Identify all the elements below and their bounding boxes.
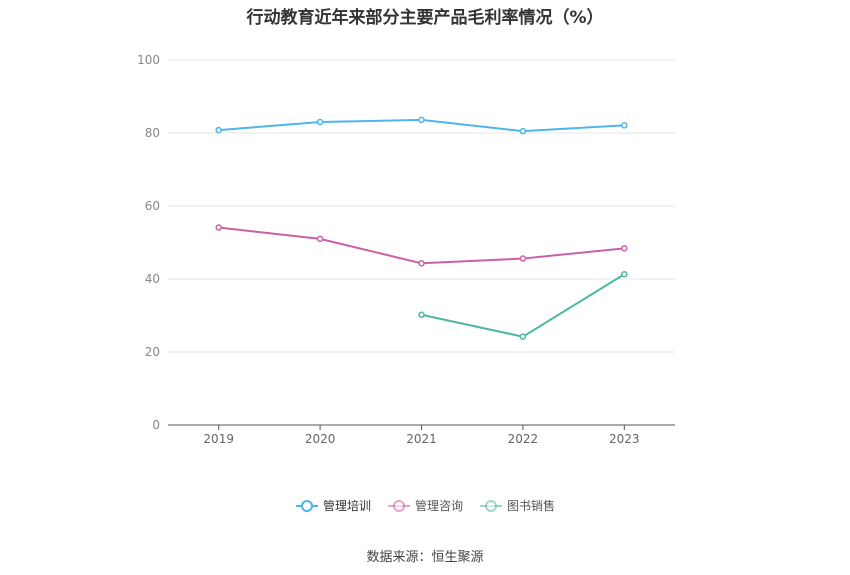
y-tick-label: 60 [145, 199, 160, 213]
data-point [316, 118, 324, 126]
x-tick-label: 2019 [203, 432, 234, 446]
legend-label: 管理培训 [322, 499, 371, 513]
legend-item[interactable]: 管理培训 [295, 497, 371, 514]
legend-marker-icon [387, 499, 410, 512]
data-point [621, 245, 628, 252]
data-point [418, 311, 425, 319]
data-point [418, 260, 425, 267]
data-point [215, 224, 222, 231]
data-point [621, 122, 628, 129]
y-tick-label: 100 [137, 53, 160, 67]
data-point [418, 116, 425, 124]
series-line [421, 273, 625, 338]
series-group [418, 271, 628, 340]
series-group [215, 224, 628, 267]
x-tick-label: 2023 [609, 432, 640, 446]
legend-label: 管理咨询 [414, 499, 463, 513]
legend-item[interactable]: 管理咨询 [387, 497, 463, 514]
y-axis-ticks: 0 20 40 60 80 100 [137, 53, 160, 432]
x-tick-label: 2021 [406, 432, 437, 446]
y-tick-label: 20 [145, 345, 160, 359]
data-point [519, 333, 527, 340]
data-point [621, 271, 628, 278]
legend-label: 图书销售 [507, 499, 556, 513]
y-tick-label: 40 [145, 272, 160, 286]
series-line [218, 226, 625, 265]
data-point [519, 127, 527, 135]
legend-marker-icon [295, 499, 318, 512]
data-point [519, 255, 527, 262]
legend-item[interactable]: 图书销售 [479, 497, 555, 514]
legend: 管理培训 管理咨询 图书销售 [0, 497, 850, 514]
chart-title: 行动教育近年来部分主要产品毛利率情况（%） [246, 8, 604, 28]
data-source: 数据来源：恒生聚源 [366, 550, 484, 565]
grid-lines [168, 59, 675, 353]
x-tick-label: 2020 [305, 432, 336, 446]
y-tick-label: 80 [145, 126, 160, 140]
data-point [316, 235, 324, 243]
legend-marker-icon [480, 499, 502, 512]
x-axis: 2019 2020 2021 2022 2023 [168, 424, 675, 446]
y-tick-label: 0 [152, 418, 160, 432]
series-group [215, 116, 628, 135]
data-point [215, 126, 222, 134]
x-tick-label: 2022 [508, 432, 539, 446]
series-lines [215, 116, 628, 340]
